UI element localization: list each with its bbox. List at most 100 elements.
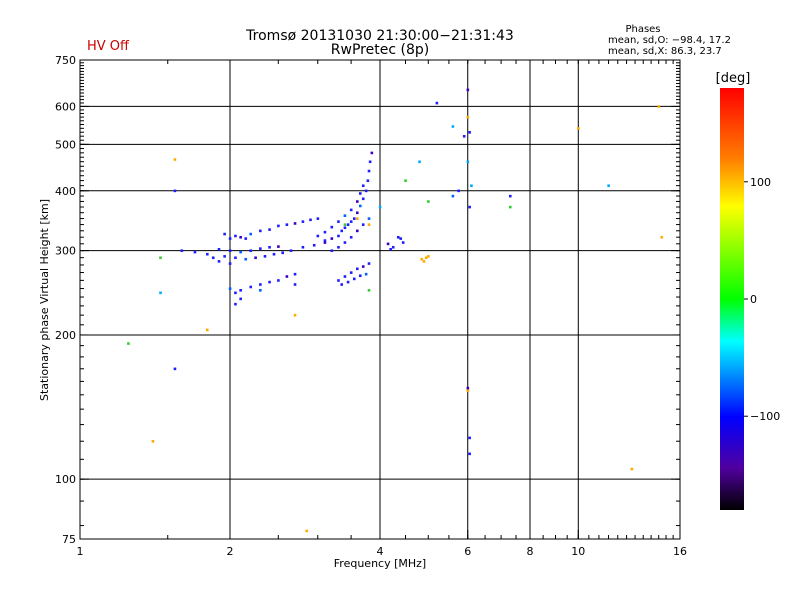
data-point: [401, 241, 405, 244]
data-point: [337, 220, 340, 223]
data-point: [337, 234, 340, 238]
data-point: [468, 452, 471, 456]
data-point: [234, 234, 237, 238]
data-point: [451, 194, 455, 198]
y-tick-label: 200: [55, 329, 76, 342]
data-point: [367, 223, 371, 226]
data-point: [239, 297, 242, 301]
data-point: [418, 160, 421, 164]
data-point: [427, 200, 430, 203]
colorbar-tick-label: 100: [750, 176, 771, 189]
data-point: [346, 223, 350, 226]
x-axis-label: Frequency [MHz]: [334, 557, 426, 570]
data-point: [244, 237, 248, 240]
data-point: [355, 229, 359, 233]
data-point: [367, 289, 371, 292]
hv-status-label: HV Off: [87, 39, 130, 54]
data-point: [355, 267, 359, 271]
grid-lines: [80, 60, 680, 539]
x-tick-label: 16: [673, 545, 687, 558]
data-point: [323, 241, 327, 244]
data-point: [470, 184, 473, 188]
data-point: [205, 252, 209, 256]
y-axis: 75 100 200 300 400 500 600 750: [55, 54, 680, 546]
data-point: [352, 277, 356, 281]
data-point: [343, 223, 347, 226]
y-tick-label: 750: [55, 54, 76, 67]
data-point: [159, 291, 162, 295]
data-point: [277, 245, 280, 248]
data-point: [422, 260, 426, 263]
x-tick-label: 10: [571, 545, 585, 558]
data-point: [249, 249, 253, 253]
data-point: [330, 237, 334, 240]
data-point: [228, 237, 232, 240]
data-point: [367, 262, 371, 265]
plot-title: Tromsø 20131030 21:30:00−21:31:43: [245, 28, 514, 44]
colorbar-tick-label: −100: [750, 410, 780, 423]
data-point: [234, 302, 237, 306]
data-point: [462, 134, 466, 138]
data-point: [468, 436, 471, 440]
data-point: [396, 235, 400, 239]
data-point: [343, 226, 347, 230]
data-point: [285, 275, 289, 278]
data-point: [228, 262, 232, 265]
data-point: [466, 160, 470, 164]
data-point: [316, 234, 320, 238]
x-tick-label: 2: [227, 545, 234, 558]
data-point: [361, 184, 365, 188]
data-point: [391, 245, 395, 249]
data-point: [309, 218, 312, 222]
data-point: [508, 194, 512, 198]
data-point: [435, 101, 439, 105]
data-point: [358, 192, 362, 195]
data-point: [305, 529, 309, 533]
data-point: [349, 220, 353, 223]
data-point: [386, 242, 390, 246]
data-point: [352, 217, 356, 220]
data-point: [399, 237, 403, 240]
data-point: [254, 256, 257, 260]
data-point: [466, 389, 470, 393]
y-axis-label: Stationary phase Virtual Height [km]: [38, 199, 51, 401]
data-points: [127, 88, 664, 533]
phase-stats-o: mean, sd,O: −98.4, 17.2: [608, 35, 731, 46]
data-point: [205, 328, 209, 332]
data-point: [173, 189, 177, 193]
data-point: [301, 245, 305, 249]
data-point: [468, 205, 471, 209]
data-point: [358, 204, 362, 208]
data-point: [259, 229, 262, 233]
data-point: [211, 256, 215, 260]
data-point: [193, 250, 197, 254]
y-tick-label: 300: [55, 245, 76, 258]
data-point: [249, 232, 253, 236]
y-tick-label: 500: [55, 138, 76, 151]
data-point: [259, 289, 262, 292]
data-point: [330, 249, 334, 253]
data-point: [349, 235, 353, 239]
data-point: [285, 223, 289, 226]
data-point: [346, 280, 350, 284]
colorbar: [720, 88, 744, 510]
data-point: [239, 250, 242, 254]
data-point: [173, 367, 177, 371]
data-point: [268, 280, 271, 284]
data-point: [367, 217, 371, 220]
data-point: [451, 125, 455, 128]
data-point: [249, 285, 253, 289]
data-point: [272, 252, 276, 256]
data-point: [239, 235, 242, 239]
data-point: [316, 217, 320, 220]
data-point: [289, 249, 293, 253]
data-point: [424, 256, 428, 260]
y-tick-label: 75: [62, 533, 76, 546]
data-point: [268, 245, 271, 249]
data-point: [427, 255, 430, 258]
data-point: [330, 225, 334, 229]
data-point: [660, 235, 664, 239]
data-point: [223, 255, 226, 258]
data-point: [281, 251, 284, 255]
data-point: [293, 272, 297, 276]
